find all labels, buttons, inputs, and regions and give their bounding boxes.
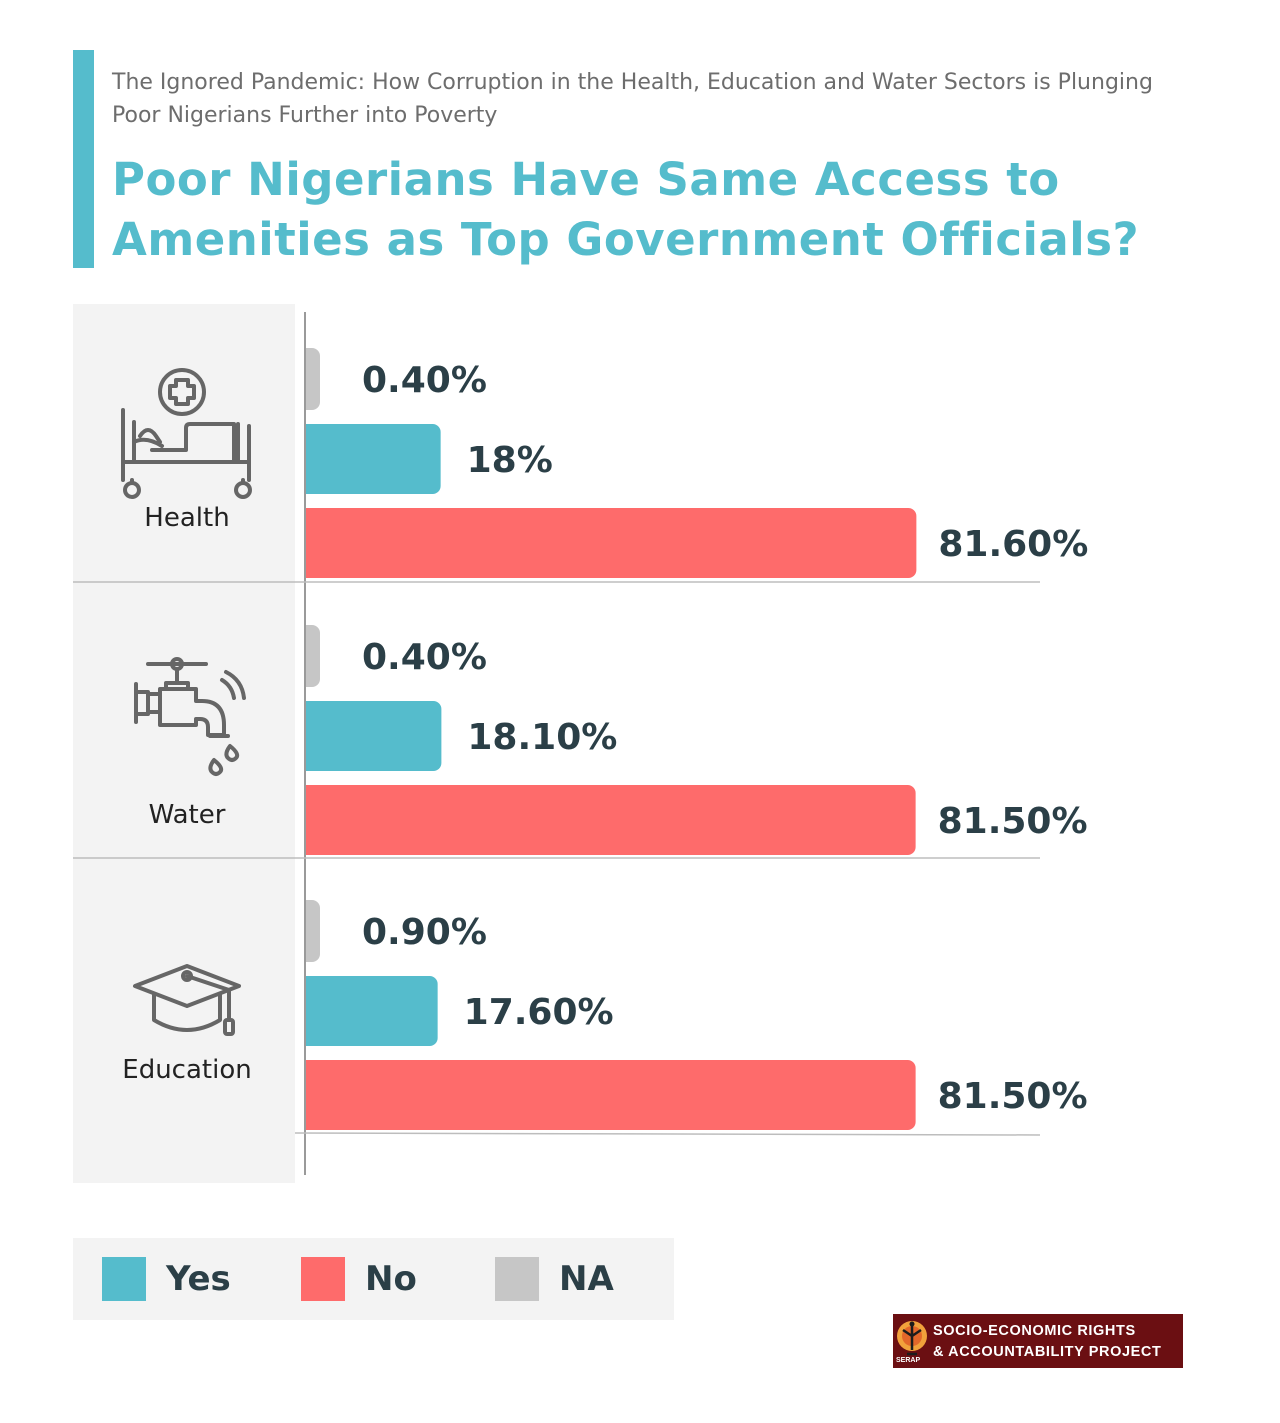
data-label-health-na: 0.40% (362, 360, 487, 401)
title-accent-bar (73, 50, 94, 268)
bar-health-yes (306, 424, 441, 494)
data-label-education-na: 0.90% (362, 912, 487, 953)
legend-item-yes: Yes (102, 1238, 231, 1320)
legend-label-na: NA (559, 1259, 614, 1299)
report-subtitle: The Ignored Pandemic: How Corruption in … (112, 70, 1153, 128)
water-tap-icon (134, 657, 246, 776)
data-label-water-na: 0.40% (362, 637, 487, 678)
bar-water-no (306, 785, 916, 855)
bar-education-na (306, 900, 320, 962)
bar-water-yes (306, 701, 442, 771)
serap-name-line2: & ACCOUNTABILITY PROJECT (933, 1344, 1162, 1360)
hospital-bed-icon (121, 368, 252, 499)
serap-name-line1: SOCIO-ECONOMIC RIGHTS (933, 1323, 1136, 1339)
serap-mark: SERAP (896, 1357, 921, 1364)
category-label-health: Health (144, 503, 230, 533)
serap-emblem-icon (897, 1321, 927, 1356)
data-label-education-no: 81.50% (938, 1076, 1088, 1117)
bar-education-yes (306, 976, 438, 1046)
bar-water-na (306, 625, 320, 687)
legend-swatch-yes (102, 1257, 146, 1301)
data-label-water-yes: 18.10% (467, 717, 617, 758)
data-label-education-yes: 17.60% (464, 992, 614, 1033)
legend: Yes No NA (73, 1238, 674, 1320)
data-label-water-no: 81.50% (938, 801, 1088, 842)
bar-health-na (306, 348, 320, 410)
category-label-water: Water (148, 800, 226, 830)
group-separator-3 (294, 1132, 1041, 1136)
legend-label-yes: Yes (166, 1259, 231, 1299)
bar-health-no (306, 508, 917, 578)
chart-title: Poor Nigerians Have Same Access to Ameni… (112, 153, 1140, 266)
category-label-education: Education (122, 1055, 252, 1085)
serap-logo: SERAP SOCIO-ECONOMIC RIGHTS & ACCOUNTABI… (893, 1314, 1183, 1368)
graduation-cap-icon (133, 964, 241, 1036)
legend-swatch-na (495, 1257, 539, 1301)
legend-item-na: NA (495, 1238, 614, 1320)
legend-label-no: No (365, 1259, 417, 1299)
legend-swatch-no (301, 1257, 345, 1301)
bar-education-no (306, 1060, 916, 1130)
data-label-health-no: 81.60% (938, 524, 1088, 565)
serap-name: SOCIO-ECONOMIC RIGHTS & ACCOUNTABILITY P… (933, 1321, 1161, 1363)
legend-item-no: No (301, 1238, 417, 1320)
data-label-health-yes: 18% (467, 440, 553, 481)
